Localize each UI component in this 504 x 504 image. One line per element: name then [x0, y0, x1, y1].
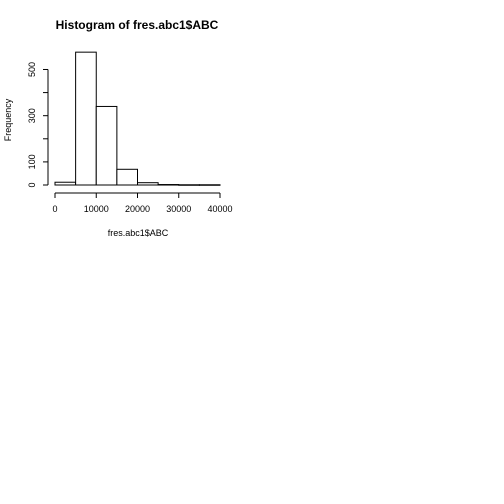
- histogram-bar-5: [157, 184, 180, 186]
- histogram-bar-7: [198, 184, 221, 186]
- histogram-bar-0: [54, 181, 77, 186]
- histogram-bars: [54, 51, 221, 186]
- histogram-bar-1: [75, 51, 97, 186]
- x-tick-label-1: 10000: [84, 204, 109, 214]
- y-tick-label-0: 0: [27, 182, 37, 187]
- histogram-bar-6: [178, 184, 200, 186]
- chart-title: Histogram of fres.abc1$ABC: [56, 18, 219, 32]
- y-axis-label: Frequency: [3, 98, 13, 141]
- y-tick-label-5: 500: [27, 62, 37, 77]
- histogram-bar-4: [137, 182, 159, 186]
- histogram-bar-3: [116, 168, 138, 186]
- x-tick-label-0: 0: [52, 204, 57, 214]
- x-tick-label-2: 20000: [125, 204, 150, 214]
- x-tick-label-3: 30000: [166, 204, 191, 214]
- x-axis-label: fres.abc1$ABC: [108, 228, 169, 238]
- y-tick-label-1: 100: [27, 154, 37, 169]
- x-tick-label-4: 40000: [207, 204, 232, 214]
- x-axis: 0 10000 20000 30000 40000: [52, 192, 233, 214]
- y-tick-label-3: 300: [27, 108, 37, 123]
- y-axis: 0 100 300 500: [27, 62, 49, 188]
- histogram-bar-2: [95, 105, 118, 186]
